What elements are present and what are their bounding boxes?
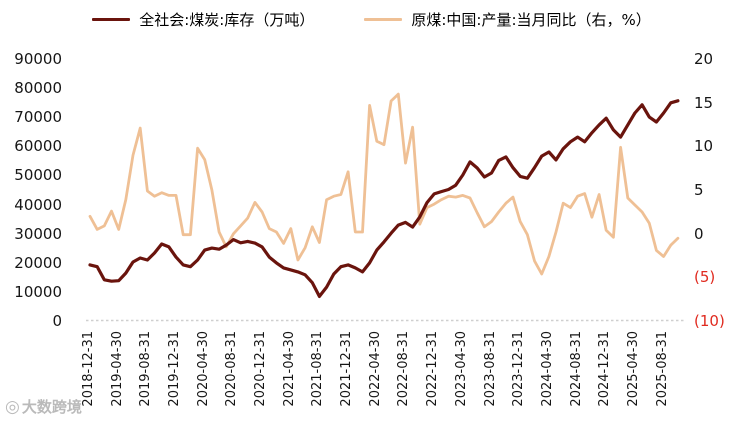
legend-label-production-yoy: 原煤:中国:产量:当月同比（右，%） [411, 11, 651, 29]
left-axis-tick-label: 60000 [14, 137, 62, 156]
x-axis-tick-label: 2019-04-30 [109, 331, 125, 407]
x-axis-tick-label: 2025-08-31 [654, 331, 670, 407]
production-yoy-line [88, 92, 680, 276]
watermark: ◎ 大数跨境 [5, 396, 82, 417]
x-axis-tick-label: 2021-04-30 [281, 331, 297, 407]
x-axis-tick-label: 2024-08-31 [568, 331, 584, 407]
x-axis-tick-label: 2025-04-30 [625, 331, 641, 407]
left-axis-tick-label: 30000 [14, 224, 62, 243]
left-axis-tick-label: 0 [52, 312, 62, 330]
left-axis-tick-label: 50000 [14, 166, 62, 185]
x-axis-tick-label: 2019-08-31 [138, 331, 154, 407]
x-axis-tick-label: 2022-12-31 [425, 331, 441, 407]
inventory-line-swatch [92, 18, 131, 21]
x-axis-tick-label: 2022-04-30 [367, 331, 383, 407]
x-axis-tick-label: 2020-04-30 [195, 331, 211, 407]
x-axis-tick-label: 2018-12-31 [81, 331, 96, 407]
x-axis-tick-label: 2024-12-31 [597, 331, 613, 407]
x-axis-tick-label: 2019-12-31 [167, 331, 183, 407]
inventory-line [88, 99, 680, 298]
left-axis-tick-label: 40000 [14, 195, 62, 214]
x-axis-tick-label: 2021-08-31 [310, 331, 326, 407]
x-axis-tick-label: 2020-12-31 [253, 331, 269, 407]
x-axis-tick-label: 2022-08-31 [396, 331, 412, 407]
legend-label-inventory: 全社会:煤炭:库存（万吨） [139, 11, 315, 29]
left-axis-tick-label: 80000 [14, 79, 62, 98]
left-axis-tick-label: 90000 [14, 50, 62, 68]
right-axis-tick-label: 20 [694, 50, 714, 68]
right-axis-tick-label: 5 [694, 181, 704, 199]
left-axis-tick-label: 10000 [14, 282, 62, 301]
chart-legend: 全社会:煤炭:库存（万吨） 原煤:中国:产量:当月同比（右，%） [0, 9, 743, 30]
watermark-text: 大数跨境 [21, 398, 82, 416]
production-yoy-line-swatch [364, 18, 403, 21]
right-axis-tick-label: (10) [694, 312, 725, 330]
x-axis-tick-label: 2021-12-31 [339, 331, 355, 407]
legend-item-production-yoy: 原煤:中国:产量:当月同比（右，%） [364, 9, 651, 30]
right-axis-tick-label: 15 [694, 93, 714, 112]
x-axis-tick-label: 2023-12-31 [511, 331, 527, 407]
left-axis-tick-label: 20000 [14, 253, 62, 272]
x-axis-tick-label: 2023-08-31 [482, 331, 498, 407]
legend-item-inventory: 全社会:煤炭:库存（万吨） [92, 9, 314, 30]
x-axis-tick-label: 2023-04-30 [453, 331, 469, 407]
x-axis-tick-label: 2020-08-31 [224, 331, 240, 407]
x-axis-tick-label: 2024-04-30 [539, 331, 555, 407]
right-axis-tick-label: 0 [694, 224, 704, 243]
right-axis-tick-label: (5) [694, 268, 716, 287]
watermark-logo-icon: ◎ [5, 396, 20, 417]
right-axis-tick-label: 10 [694, 137, 714, 156]
left-axis-tick-label: 70000 [14, 108, 62, 127]
